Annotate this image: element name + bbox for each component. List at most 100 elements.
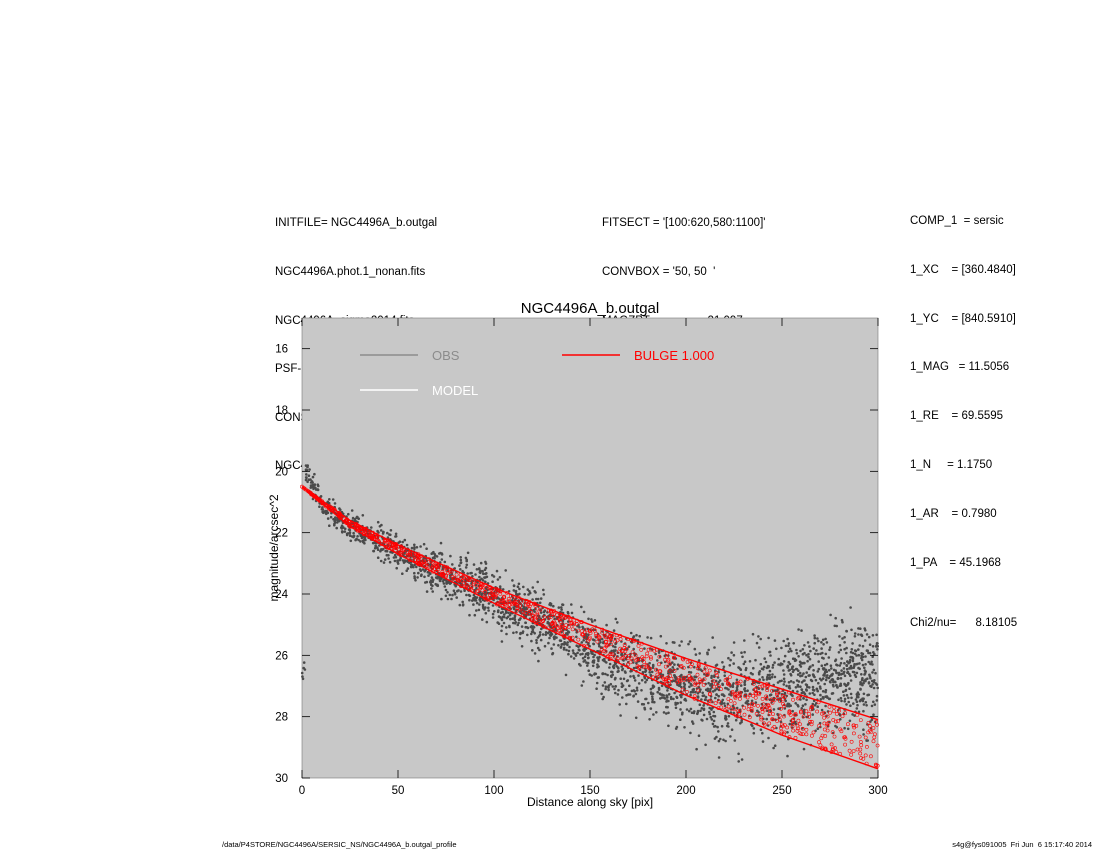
bulge-point — [636, 644, 641, 648]
obs-point — [524, 598, 527, 602]
bulge-point — [434, 570, 439, 574]
obs-point — [792, 642, 795, 645]
obs-point — [392, 556, 396, 559]
obs-point — [479, 571, 482, 575]
obs-point — [830, 692, 834, 695]
obs-point — [599, 646, 603, 649]
obs-point — [398, 540, 402, 543]
obs-point — [467, 579, 470, 582]
obs-point — [866, 693, 869, 697]
obs-point — [497, 609, 500, 612]
obs-point — [594, 625, 598, 628]
obs-point — [494, 588, 498, 592]
obs-point — [846, 671, 849, 674]
obs-point — [518, 610, 522, 613]
obs-point — [787, 704, 791, 708]
obs-point — [561, 623, 564, 626]
bulge-point — [466, 586, 471, 591]
obs-point — [858, 644, 861, 647]
obs-point — [857, 695, 860, 699]
bulge-point — [695, 682, 700, 687]
obs-point — [487, 606, 490, 610]
obs-point — [865, 739, 868, 742]
obs-point — [417, 560, 421, 563]
obs-point — [764, 660, 768, 664]
obs-point — [576, 624, 579, 628]
obs-point — [461, 600, 465, 604]
bulge-point — [408, 551, 412, 556]
obs-point — [849, 655, 852, 659]
bulge-point — [458, 572, 463, 577]
obs-point — [850, 696, 853, 700]
obs-point — [870, 716, 874, 719]
bulge-point — [730, 691, 735, 696]
bulge-point — [793, 713, 797, 717]
obs-point — [343, 530, 347, 533]
bulge-point — [666, 659, 671, 664]
bulge-point — [394, 544, 399, 549]
obs-point — [808, 686, 811, 689]
obs-point — [696, 696, 700, 699]
obs-point — [523, 616, 526, 620]
bulge-point — [832, 705, 837, 710]
obs-point — [387, 554, 390, 557]
obs-point — [396, 562, 400, 565]
obs-point — [445, 565, 448, 569]
obs-point — [670, 651, 673, 654]
obs-point — [461, 575, 464, 579]
obs-point — [799, 649, 802, 653]
obs-point — [516, 623, 520, 627]
obs-point — [418, 568, 422, 571]
bulge-point — [837, 708, 841, 713]
obs-point — [819, 693, 822, 697]
obs-point — [681, 677, 685, 680]
obs-point — [811, 673, 815, 676]
obs-point — [549, 625, 553, 629]
obs-point — [438, 578, 442, 581]
obs-point — [853, 673, 857, 677]
bulge-point — [326, 506, 331, 510]
bulge-point — [408, 550, 413, 555]
bulge-point — [533, 621, 538, 625]
bulge-point — [471, 581, 476, 586]
bulge-point — [775, 719, 780, 723]
obs-point — [605, 661, 608, 664]
bulge-point — [521, 613, 526, 617]
obs-point — [459, 584, 462, 587]
bulge-point — [386, 545, 391, 550]
obs-point — [413, 576, 417, 580]
obs-point — [537, 614, 541, 618]
obs-point — [380, 548, 384, 552]
obs-point — [354, 526, 358, 529]
obs-point — [817, 667, 821, 671]
obs-point — [621, 668, 624, 672]
obs-point — [591, 652, 594, 655]
obs-point — [357, 538, 360, 542]
obs-point — [492, 592, 496, 595]
obs-point — [411, 565, 414, 568]
obs-point — [336, 512, 340, 515]
obs-point — [641, 658, 645, 662]
bulge-point — [832, 734, 837, 739]
obs-point — [461, 585, 464, 588]
obs-point — [734, 694, 738, 698]
obs-point — [738, 667, 742, 671]
bulge-point — [379, 542, 384, 546]
obs-point — [778, 679, 782, 683]
obs-point — [836, 677, 840, 681]
obs-point — [408, 561, 411, 565]
bulge-point — [751, 681, 756, 686]
bulge-point — [416, 562, 421, 567]
obs-point — [862, 703, 866, 706]
bulge-point — [866, 730, 871, 735]
obs-point — [755, 722, 759, 726]
obs-point — [811, 691, 814, 695]
obs-point — [582, 636, 586, 639]
obs-point — [632, 635, 636, 638]
obs-point — [609, 682, 613, 686]
bulge-point — [791, 728, 796, 733]
obs-point — [706, 673, 709, 677]
bulge-point — [609, 636, 614, 640]
bulge-point — [819, 736, 824, 741]
bulge-point — [355, 523, 360, 528]
